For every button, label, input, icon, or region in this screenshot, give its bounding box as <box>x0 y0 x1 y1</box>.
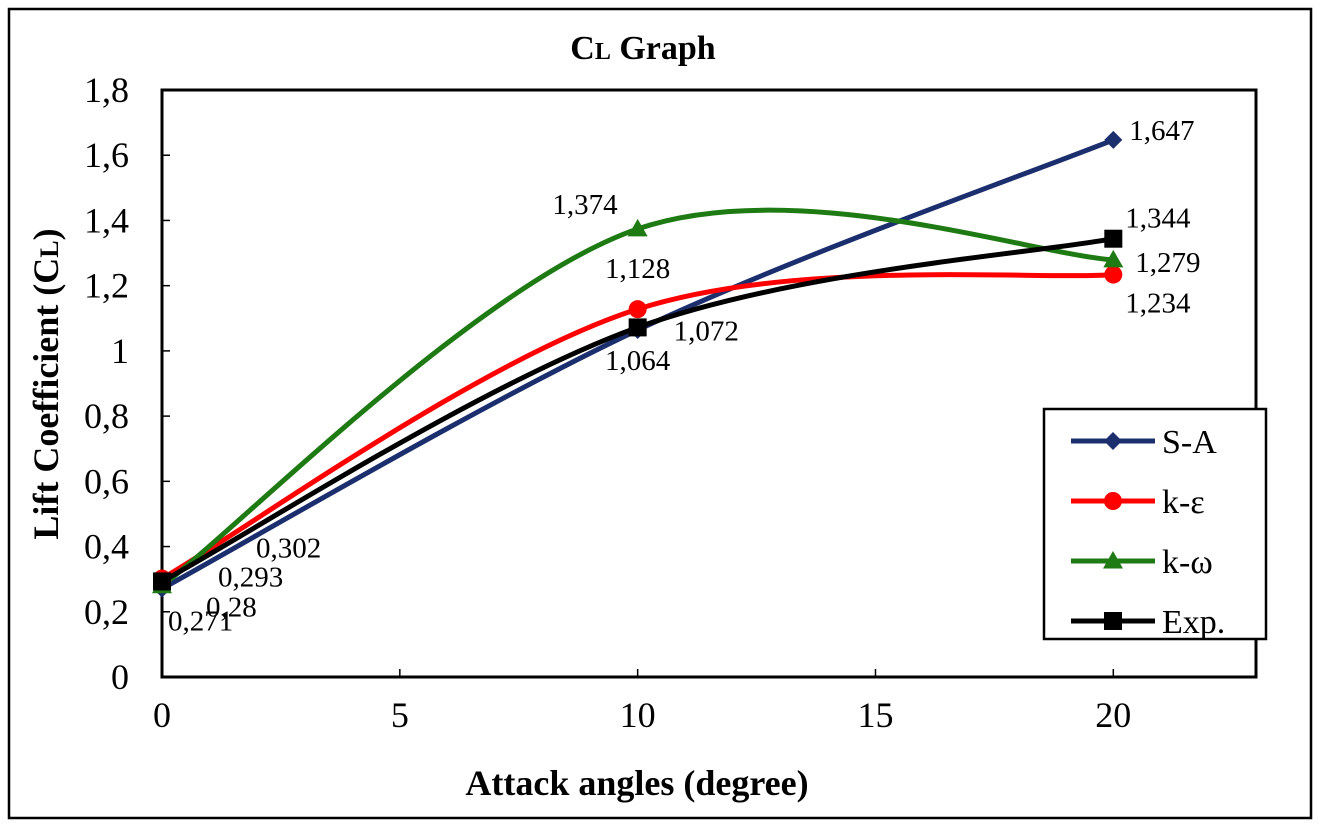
legend-label: k-ω <box>1162 544 1213 581</box>
data-label-circle: 1,234 <box>1125 288 1191 320</box>
y-tick-label: 1,2 <box>84 266 129 306</box>
legend-box <box>1042 407 1268 641</box>
x-tick-label: 0 <box>153 695 171 735</box>
x-axis-title: Attack angles (degree) <box>465 763 808 803</box>
data-point-circle <box>628 300 647 319</box>
data-label-circle: 0,302 <box>256 533 321 565</box>
legend-marker <box>1104 612 1122 630</box>
data-point-square <box>1104 229 1123 248</box>
legend-item-diamond: S-A <box>1071 424 1217 461</box>
y-tick-label: 1,4 <box>84 200 129 240</box>
series-group <box>152 130 1124 598</box>
x-axis: 0 5 10 15 20 <box>153 669 1131 735</box>
x-tick-label: 5 <box>391 695 409 735</box>
y-tick-label: 1 <box>111 331 129 371</box>
data-point-square <box>628 318 647 337</box>
y-tick-label: 1,6 <box>84 135 129 175</box>
legend-marker <box>1104 492 1122 510</box>
legend-marker <box>1104 432 1122 450</box>
data-label-diamond: 1,064 <box>605 345 671 377</box>
y-tick-label: 0,8 <box>84 396 129 436</box>
y-tick-label: 0,2 <box>84 592 129 632</box>
series-square <box>153 229 1123 591</box>
data-label-circle: 1,128 <box>605 253 670 285</box>
data-label-square: 1,072 <box>674 315 739 347</box>
y-tick-label: 1,8 <box>84 70 129 110</box>
legend-item-triangle: k-ω <box>1071 544 1213 581</box>
data-label-diamond: 1,647 <box>1129 115 1194 147</box>
data-label-triangle: 1,374 <box>552 189 618 221</box>
legend-item-circle: k-ε <box>1071 484 1205 521</box>
data-label-triangle: 1,279 <box>1135 247 1200 279</box>
data-label-triangle: 0,28 <box>206 592 257 624</box>
y-axis-title: Lift Coefficient (CL) <box>26 228 66 539</box>
chart-title: CL Graph <box>570 30 716 67</box>
x-tick-label: 10 <box>620 695 656 735</box>
data-label-square: 1,344 <box>1125 203 1191 235</box>
legend-label: Exp. <box>1162 604 1225 641</box>
data-label-diamond: 0,271 <box>168 606 233 638</box>
data-point-circle <box>1104 265 1123 284</box>
legend-label: S-A <box>1162 424 1217 461</box>
y-axis: 0 0,2 0,4 0,6 0,8 1 1,2 1,4 1,6 1,8 <box>84 70 170 697</box>
data-labels: 0,271 1,064 1,647 0,302 1,128 1,234 0,28 1,374 1… <box>168 115 1201 638</box>
data-label-square: 0,293 <box>218 561 283 593</box>
x-tick-label: 20 <box>1095 695 1131 735</box>
data-point-triangle <box>627 218 648 237</box>
data-point-diamond <box>1104 130 1123 149</box>
y-tick-label: 0 <box>111 657 129 697</box>
x-tick-label: 15 <box>857 695 893 735</box>
data-point-square <box>153 572 171 591</box>
y-tick-label: 0,6 <box>84 461 129 501</box>
legend-marker <box>1103 551 1123 569</box>
legend-label: k-ε <box>1162 484 1205 521</box>
data-point-triangle <box>1103 249 1124 268</box>
y-tick-label: 0,4 <box>84 527 129 567</box>
legend: S-A k-ε k-ω Exp. <box>1042 407 1268 641</box>
legend-item-square: Exp. <box>1071 604 1225 641</box>
